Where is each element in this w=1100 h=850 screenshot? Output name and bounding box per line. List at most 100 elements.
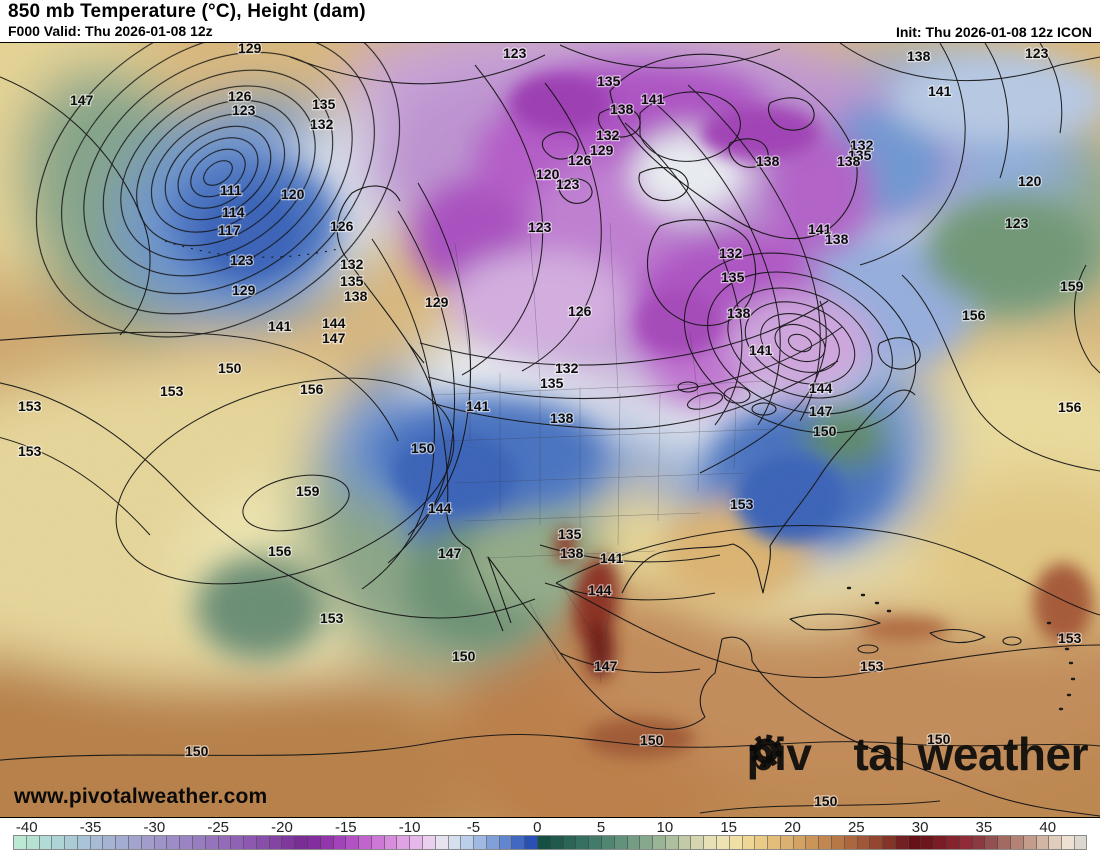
contour-label: 147 <box>594 658 618 674</box>
colorbar-cell <box>806 836 820 849</box>
colorbar-cell <box>397 836 411 849</box>
colorbar-tick: 30 <box>911 819 929 836</box>
contour-label: 132 <box>596 127 620 143</box>
colorbar-cell <box>576 836 590 849</box>
colorbar-cell <box>678 836 692 849</box>
colorbar-cell <box>921 836 935 849</box>
colorbar-cell <box>640 836 654 849</box>
contour-label: 144 <box>322 315 346 331</box>
contour-label: 141 <box>749 342 773 358</box>
colorbar-cell <box>1010 836 1024 849</box>
colorbar-cell <box>780 836 794 849</box>
colorbar-cell <box>512 836 526 849</box>
logo-text-weather: weather <box>917 728 1089 780</box>
contour-label: 150 <box>452 648 476 664</box>
contour-label: 120 <box>536 166 560 182</box>
contour-label: 138 <box>727 305 751 321</box>
contour-label: 135 <box>721 269 745 285</box>
colorbar-tick-labels: -40 -35 -30 -25 -20 -15 -10 -5 0 5 10 15 20 25 30 35 40 <box>0 818 1100 836</box>
contour-label: 141 <box>600 550 624 566</box>
colorbar-cell <box>269 836 283 849</box>
contour-label: 156 <box>300 381 324 397</box>
colorbar-cell <box>704 836 717 849</box>
colorbar-tick: -10 <box>398 819 421 836</box>
contour-label: 126 <box>228 88 252 104</box>
colorbar-cell <box>614 836 628 849</box>
colorbar-cell <box>180 836 193 849</box>
colorbar-cell <box>601 836 615 849</box>
contour-label: 111 <box>220 182 242 198</box>
colorbar-cell <box>998 836 1011 849</box>
colorbar-tick: -5 <box>466 819 481 836</box>
colorbar-cell <box>192 836 206 849</box>
contour-label: 123 <box>528 219 552 235</box>
contour-label: 141 <box>928 83 952 99</box>
contour-label: 126 <box>568 303 592 319</box>
contour-label: 135 <box>340 273 364 289</box>
colorbar-cell <box>307 836 321 849</box>
contour-label: 150 <box>185 743 209 759</box>
colorbar-cell <box>819 836 832 849</box>
contour-label: 141 <box>268 318 292 334</box>
contour-label: 123 <box>1005 215 1029 231</box>
colorbar-cell <box>1036 836 1050 849</box>
colorbar-cell <box>231 836 245 849</box>
contour-label: 150 <box>218 360 242 376</box>
colorbar-cell <box>256 836 270 849</box>
contour-label: 150 <box>640 732 664 748</box>
colorbar-cell <box>103 836 117 849</box>
valid-time-label: F000 Valid: Thu 2026-01-08 12z <box>8 23 213 39</box>
colorbar-cell <box>768 836 781 849</box>
colorbar-cell <box>282 836 296 849</box>
contour-label: 117 <box>218 222 241 238</box>
colorbar-tick: -15 <box>334 819 357 836</box>
contour-label: 153 <box>160 383 184 399</box>
map-header: 850 mb Temperature (°C), Height (dam) F0… <box>0 0 1100 42</box>
state-borders <box>431 222 776 684</box>
colorbar-cell <box>525 836 539 849</box>
colorbar-cell <box>90 836 104 849</box>
colorbar-cell <box>474 836 487 849</box>
contour-label: 144 <box>588 582 612 598</box>
colorbar-cell <box>167 836 181 849</box>
colorbar-cell <box>141 836 155 849</box>
contour-label: 132 <box>719 245 743 261</box>
colorbar-cell <box>985 836 999 849</box>
contour-label: 132 <box>850 137 874 153</box>
colorbar-cell <box>448 836 462 849</box>
contour-label: 156 <box>962 307 986 323</box>
contour-label: 126 <box>330 218 354 234</box>
logo-text-tal: tal <box>853 728 906 780</box>
colorbar-cell <box>627 836 641 849</box>
colorbar-cell <box>359 836 372 849</box>
colorbar-cell <box>346 836 360 849</box>
contour-label: 126 <box>568 152 592 168</box>
height-contours <box>0 43 1100 814</box>
gear-icon <box>749 734 852 776</box>
contour-label: 138 <box>344 288 368 304</box>
colorbar-tick: 0 <box>533 819 542 836</box>
contour-label: 150 <box>411 440 435 456</box>
map-canvas[interactable]: 147 129 126 123 135 132 111 114 117 120 123 129 126 1… <box>0 42 1100 818</box>
contour-label: 141 <box>641 91 665 107</box>
contour-label: 135 <box>540 375 564 391</box>
colorbar-cell <box>486 836 500 849</box>
contour-label: 132 <box>310 116 334 132</box>
colorbar-cell <box>65 836 78 849</box>
contour-label: 123 <box>232 102 256 118</box>
colorbar-cell <box>384 836 398 849</box>
colorbar-tick: 35 <box>975 819 993 836</box>
colorbar-cell <box>461 836 475 849</box>
colorbar-cell <box>755 836 769 849</box>
contour-label: 120 <box>1018 173 1042 189</box>
colorbar-cell <box>39 836 53 849</box>
colorbar-tick: -20 <box>271 819 293 836</box>
colorbar-cell <box>844 836 858 849</box>
contour-label: 129 <box>238 43 262 56</box>
colorbar-cell <box>793 836 807 849</box>
colorbar-tick: 40 <box>1039 819 1057 836</box>
contour-label: 120 <box>281 186 305 202</box>
colorbar-cell <box>129 836 142 849</box>
